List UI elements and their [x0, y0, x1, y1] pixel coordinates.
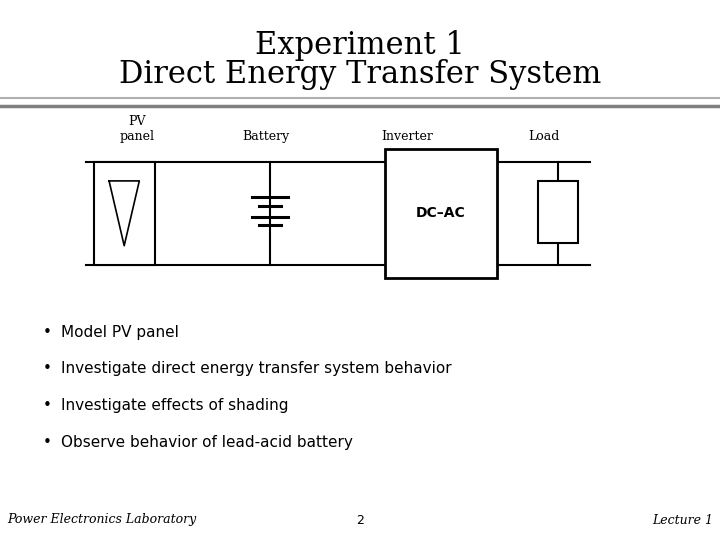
Text: PV
panel: PV panel — [120, 115, 154, 143]
Text: Direct Energy Transfer System: Direct Energy Transfer System — [119, 59, 601, 90]
Text: Inverter: Inverter — [381, 130, 433, 143]
Text: Investigate effects of shading: Investigate effects of shading — [61, 398, 289, 413]
Text: •: • — [43, 325, 52, 340]
Text: 2: 2 — [356, 514, 364, 526]
Text: Battery: Battery — [243, 130, 290, 143]
Text: •: • — [43, 435, 52, 450]
Text: •: • — [43, 398, 52, 413]
Text: Experiment 1: Experiment 1 — [255, 30, 465, 62]
Text: Lecture 1: Lecture 1 — [652, 514, 713, 526]
Text: Model PV panel: Model PV panel — [61, 325, 179, 340]
Text: Load: Load — [528, 130, 559, 143]
Text: Investigate direct energy transfer system behavior: Investigate direct energy transfer syste… — [61, 361, 452, 376]
Text: DC–AC: DC–AC — [416, 206, 466, 220]
Bar — [385, 148, 497, 278]
Text: Power Electronics Laboratory: Power Electronics Laboratory — [7, 514, 197, 526]
Text: Observe behavior of lead-acid battery: Observe behavior of lead-acid battery — [61, 435, 353, 450]
Bar — [94, 162, 155, 265]
Bar — [539, 181, 578, 243]
Text: •: • — [43, 361, 52, 376]
